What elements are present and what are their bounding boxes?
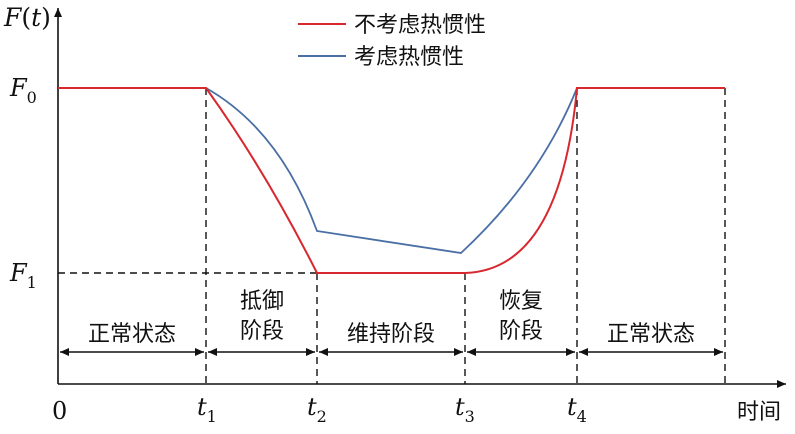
- x-tick-t1: t1: [197, 393, 217, 426]
- y-tick-f1: F1: [9, 259, 37, 292]
- x-tick-t4: t4: [567, 393, 587, 426]
- x-tick-t2: t2: [307, 393, 327, 426]
- curve-with-thermal-inertia: [205, 87, 578, 254]
- phase-label-normal-2: 正常状态: [607, 322, 695, 347]
- phase-label-recover-line2: 阶段: [499, 319, 543, 344]
- curve-without-thermal-inertia: [58, 87, 725, 274]
- y-axis-label: F(t): [3, 3, 51, 32]
- phase-label-normal-1: 正常状态: [88, 322, 176, 347]
- guide-lines: [58, 88, 726, 384]
- legend: 不考虑热惯性 考虑热惯性: [298, 13, 486, 70]
- legend-label-blue: 考虑热惯性: [354, 45, 464, 70]
- phase-label-resist-line1: 抵御: [240, 289, 284, 314]
- phase-label-maintain: 维持阶段: [347, 322, 435, 347]
- x-axis-label: 时间: [737, 400, 781, 425]
- phase-label-resist-line2: 阶段: [240, 319, 284, 344]
- x-tick-t3: t3: [455, 393, 475, 426]
- y-tick-f0: F0: [9, 74, 37, 107]
- phase-label-recover-line1: 恢复: [499, 289, 543, 314]
- legend-label-red: 不考虑热惯性: [354, 13, 486, 38]
- x-origin-label: 0: [52, 397, 67, 425]
